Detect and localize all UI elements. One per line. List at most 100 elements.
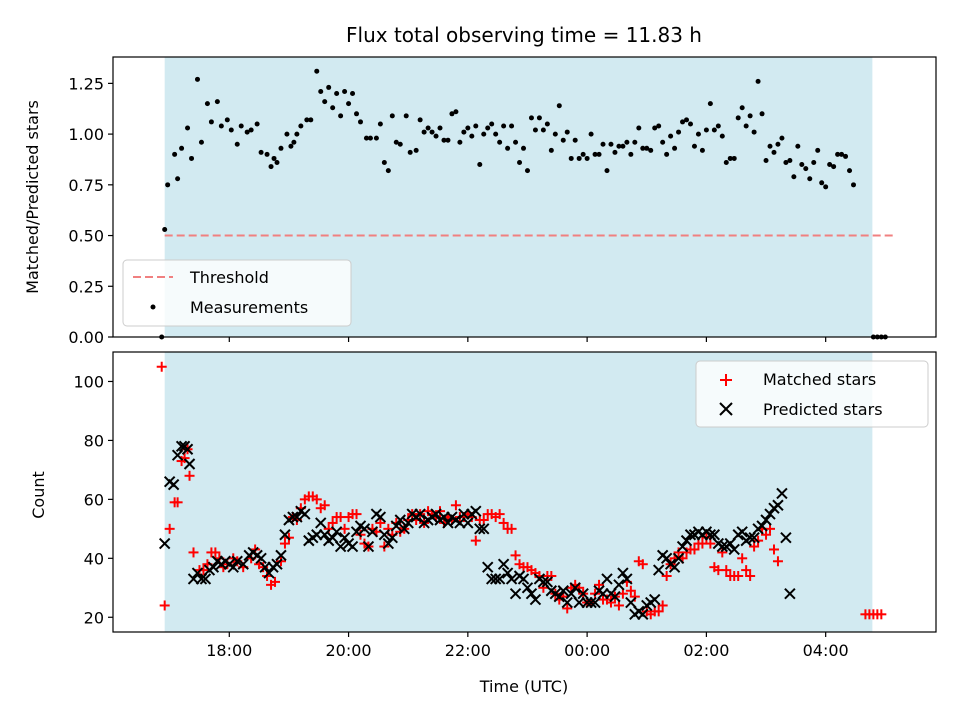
measurement-point [291,139,297,145]
matched-star-point [629,591,640,602]
matched-star-point [323,523,334,534]
measurement-point [271,155,277,161]
measurement-point [350,91,356,97]
measurement-point [835,151,841,157]
measurement-point [254,121,260,127]
measurement-point [604,168,610,174]
predicted-star-point [167,478,180,491]
predicted-star-point [414,508,426,520]
predicted-star-point [470,505,482,517]
predicted-star-point [474,523,486,535]
predicted-star-point [525,587,538,600]
measurement-point [485,125,491,131]
predicted-star-point [601,573,613,585]
predicted-star-point [736,526,748,538]
measurement-point [787,157,793,163]
predicted-star-point [776,487,788,500]
measurement-point [381,160,387,166]
predicted-star-point [517,573,530,585]
measurement-point [763,157,769,163]
matched-star-point [339,523,350,534]
measurement-point [429,129,435,135]
predicted-star-point [378,529,391,541]
measurement-point [208,119,214,125]
matched-star-point [594,579,605,590]
top-axes-frame [112,56,937,338]
matched-star-point [546,571,557,581]
predicted-star-point [231,555,243,567]
predicted-star-point [394,514,406,526]
legend-matched-label: Matched stars [763,370,876,389]
measurement-point [214,99,220,105]
measurement-point [457,139,463,145]
predicted-star-point [175,440,188,453]
measurement-point [664,151,670,157]
matched-star-point [733,571,744,581]
measurement-point [699,147,705,153]
matched-star-point [605,597,616,608]
matched-star-point [705,538,716,549]
predicted-star-point [358,523,371,535]
measurement-point [393,139,399,145]
top-y-tick-label: 0.25 [68,277,104,296]
measurement-point [568,155,574,161]
measurement-point [179,145,185,151]
measurement-point [815,147,821,153]
matched-star-point [625,585,636,596]
predicted-star-point [744,531,756,544]
predicted-star-point [334,540,347,553]
predicted-star-point [271,558,283,570]
legend-measurements-label: Measurements [190,298,308,317]
matched-star-point [279,538,290,549]
measurement-point [389,113,395,119]
predicted-star-point [577,587,589,600]
predicted-star-point [613,579,625,591]
legend-predicted-swatch [719,402,733,416]
matched-star-point [478,515,489,525]
measurement-point [441,137,447,143]
top-y-ticks: 0.00 0.25 0.50 0.75 1.00 1.25 [68,74,113,347]
measurement-point [377,121,383,127]
measurement-point [238,123,244,129]
top-y-axis-label: Matched/Predicted stars [23,100,42,294]
measurement-point [304,117,310,123]
measurement-point [556,103,562,109]
measurement-point [819,180,825,186]
predicted-star-point [237,558,249,570]
measurement-point [509,123,515,129]
measurement-point [194,76,200,82]
predicted-star-point [350,526,363,538]
measurement-point [560,137,566,143]
measurement-point [600,141,606,147]
measurement-point [465,125,471,131]
predicted-star-point [668,561,681,573]
predicted-star-point [553,590,565,603]
measurement-point [564,129,570,135]
predicted-star-point [338,531,351,544]
matched-star-point [765,523,776,534]
predicted-star-point [482,561,494,573]
measurement-point [843,153,849,159]
measurement-point [298,123,304,129]
measurement-point [652,125,658,131]
matched-star-point [383,523,394,534]
measurement-point [616,143,622,149]
top-y-tick-label: 0.50 [68,227,104,246]
predicted-star-point [497,558,510,570]
measurement-point [751,129,757,135]
measurement-point [687,121,693,127]
measurement-point [513,139,519,145]
predicted-star-point [171,449,184,461]
predicted-star-point [541,576,554,588]
measurement-point [318,88,324,94]
predicted-star-point [275,549,287,562]
chart-title: Flux total observing time = 11.83 h [346,23,702,47]
measurement-point [445,137,451,143]
measurement-point [363,135,369,141]
matched-star-point [661,571,672,581]
predicted-star-point [319,529,331,541]
matched-star-point [450,500,461,511]
measurement-point [707,101,713,107]
measurement-point [185,125,191,131]
top-panel: Flux total observing time = 11.83 h 0.00… [23,23,937,347]
